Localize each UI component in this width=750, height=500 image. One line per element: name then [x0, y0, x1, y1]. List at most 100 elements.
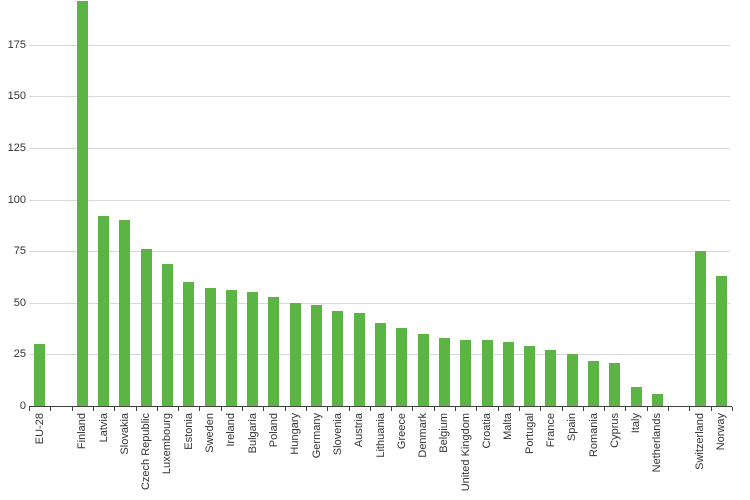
axis-tick: [391, 407, 393, 411]
bar-luxembourg: [161, 263, 173, 406]
x-tick-label: Hungary: [289, 413, 302, 455]
y-tick-label: 125: [7, 142, 26, 154]
bar-finland: [76, 1, 88, 406]
axis-tick: [561, 407, 563, 411]
axis-tick: [92, 407, 94, 411]
x-tick-label: Italy: [630, 413, 643, 434]
gridline-75: [29, 251, 730, 253]
x-axis-line: [29, 406, 732, 407]
y-tick-label: 100: [7, 193, 26, 206]
axis-tick: [646, 407, 648, 411]
bar-lithuania: [375, 323, 386, 406]
axis-tick: [284, 407, 286, 411]
axis-tick: [305, 407, 307, 411]
bar-cyprus: [609, 362, 621, 406]
axis-tick: [732, 407, 733, 411]
axis-tick: [263, 407, 265, 411]
bar-norway: [715, 275, 727, 406]
bar-bulgaria: [247, 292, 259, 406]
bar-france: [545, 350, 557, 406]
gridline-175: [29, 44, 730, 46]
bar-austria: [353, 313, 365, 406]
x-tick-label: Lithuania: [374, 413, 387, 458]
x-tick-label: Romania: [587, 413, 600, 458]
axis-tick: [518, 407, 520, 411]
x-tick-label: Denmark: [417, 413, 430, 458]
bar-portugal: [524, 346, 536, 406]
bar-slovakia: [119, 220, 131, 406]
bar-united-kingdom: [460, 339, 472, 406]
gridline-100: [29, 199, 730, 201]
bar-switzerland: [694, 251, 706, 406]
axis-tick: [327, 407, 329, 411]
bar-malta: [502, 342, 514, 406]
axis-tick: [689, 407, 691, 411]
x-tick-label: Finland: [76, 413, 89, 450]
axis-tick: [455, 407, 457, 411]
bar-poland: [268, 296, 280, 406]
axis-tick: [668, 407, 670, 411]
bar-spain: [566, 354, 578, 406]
x-tick-label: Belgium: [438, 413, 451, 453]
x-tick-label: Germany: [310, 413, 323, 459]
y-tick-label: 50: [13, 296, 26, 309]
bar-ireland: [225, 290, 237, 406]
y-tick-label: 175: [7, 38, 26, 51]
x-tick-label: Slovakia: [118, 413, 131, 455]
axis-tick: [412, 407, 414, 411]
gridline-150: [29, 96, 730, 98]
bar-czech-republic: [140, 249, 152, 406]
axis-tick: [50, 407, 52, 411]
x-tick-label: France: [544, 413, 557, 448]
bar-romania: [588, 360, 600, 406]
x-tick-label: Croatia: [481, 413, 493, 449]
x-tick-label: Poland: [267, 413, 280, 448]
bar-denmark: [417, 333, 429, 406]
bar-slovenia: [332, 311, 344, 406]
x-tick-label: Spain: [566, 413, 579, 442]
x-tick-label: Cyprus: [608, 413, 621, 448]
axis-tick: [348, 407, 350, 411]
axis-tick: [582, 407, 584, 411]
x-tick-label: Greece: [395, 413, 408, 450]
axis-tick: [433, 407, 435, 411]
axis-tick: [710, 407, 712, 411]
axis-tick: [178, 407, 180, 411]
axis-tick: [540, 407, 542, 411]
x-tick-label: Slovenia: [331, 413, 344, 456]
bar-greece: [396, 327, 408, 406]
axis-tick: [604, 407, 606, 411]
bar-netherlands: [651, 393, 663, 406]
bar-latvia: [98, 216, 110, 406]
axis-tick: [114, 407, 116, 411]
y-tick-label: 0: [19, 400, 26, 412]
bar-italy: [630, 387, 642, 406]
x-tick-label: EU-28: [33, 413, 46, 445]
bar-croatia: [481, 339, 493, 406]
bar-sweden: [204, 288, 216, 406]
y-tick-label: 75: [13, 245, 26, 258]
bar-germany: [311, 304, 323, 406]
axis-tick: [199, 407, 201, 411]
x-tick-label: Portugal: [523, 413, 536, 454]
axis-tick: [156, 407, 158, 411]
x-tick-label: Luxembourg: [161, 413, 174, 475]
y-tick-label: 25: [13, 348, 26, 361]
axis-tick: [476, 407, 478, 411]
x-tick-label: Switzerland: [694, 413, 707, 470]
x-tick-label: Norway: [715, 413, 728, 451]
x-tick-label: Malta: [502, 413, 515, 440]
x-tick-label: Sweden: [204, 413, 217, 453]
bar-hungary: [289, 302, 301, 406]
x-tick-label: Estonia: [182, 413, 195, 450]
bar-eu-28: [34, 344, 46, 406]
bar-belgium: [438, 337, 450, 406]
bar-estonia: [183, 282, 195, 406]
gridline-50: [29, 302, 730, 304]
axis-tick: [135, 407, 137, 411]
x-tick-label: Czech Republic: [140, 413, 153, 491]
gridline-125: [29, 148, 730, 149]
x-tick-label: Ireland: [225, 413, 238, 447]
x-tick-label: Netherlands: [651, 413, 664, 473]
